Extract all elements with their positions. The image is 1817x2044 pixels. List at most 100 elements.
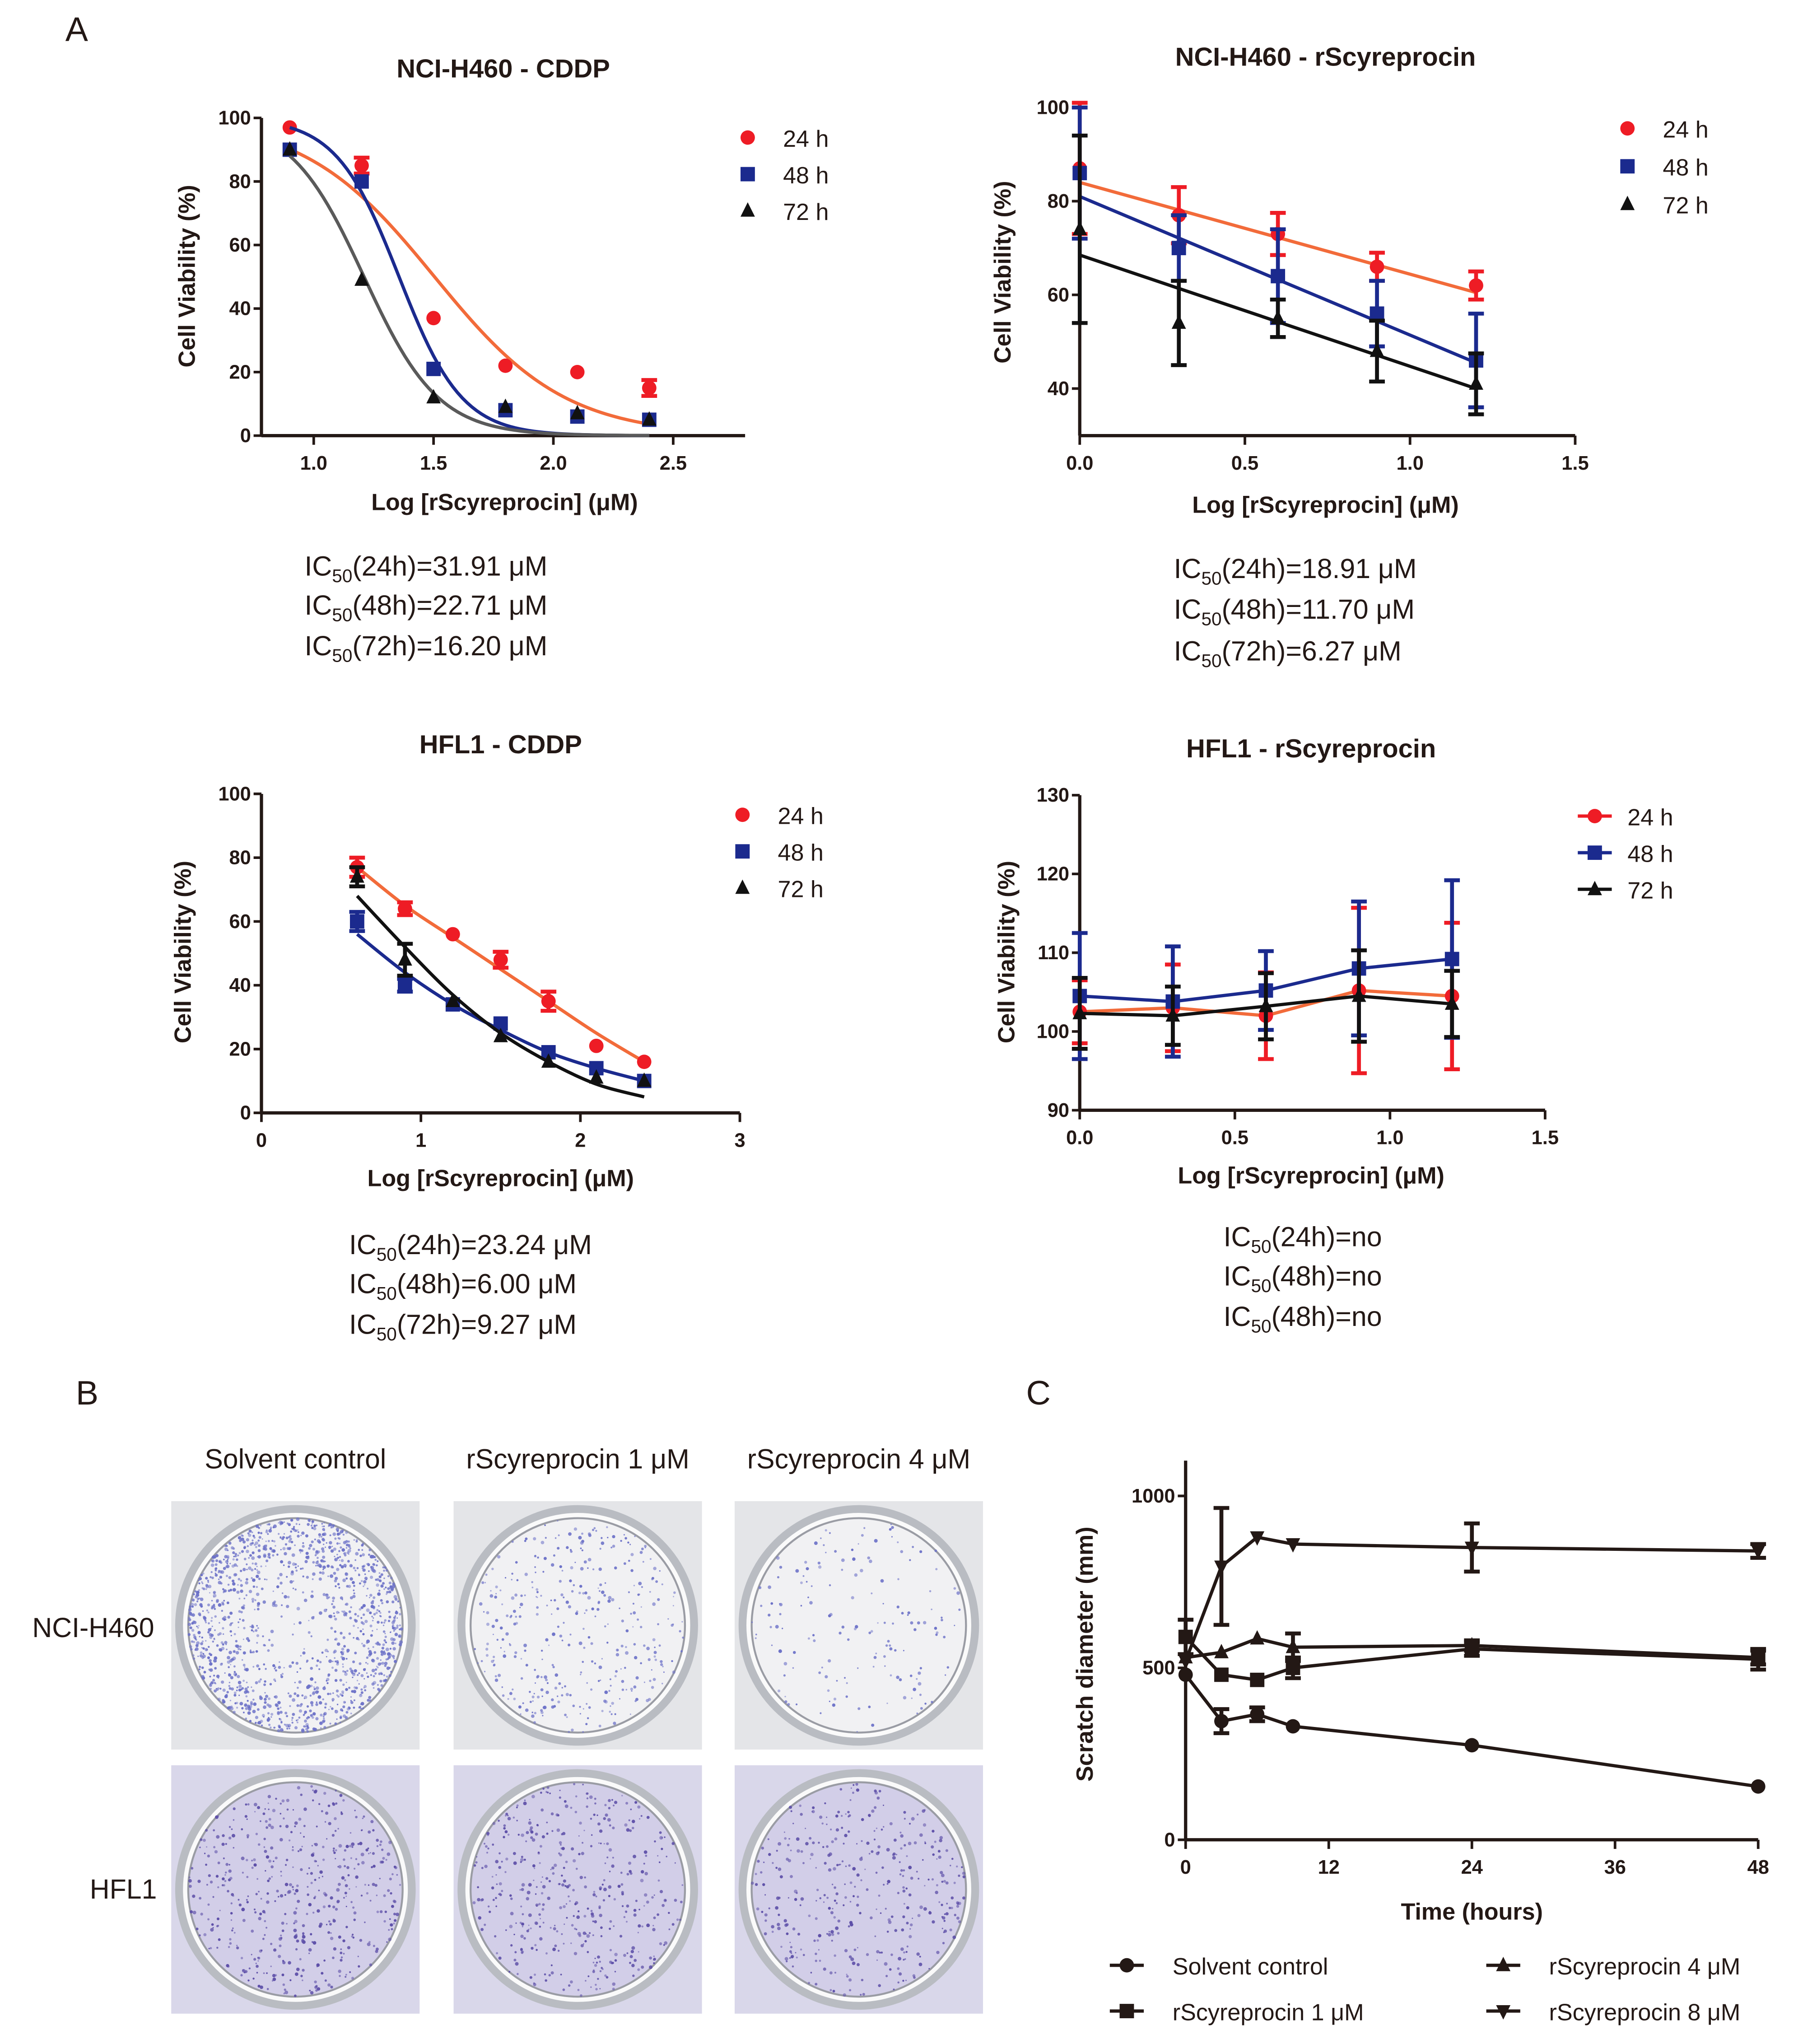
data-point — [1250, 1672, 1265, 1687]
y-tick-label: 0 — [1164, 1829, 1175, 1851]
legend-marker — [1496, 1956, 1511, 1971]
y-tick-label: 40 — [229, 298, 251, 320]
ic50-value: IC50(24h)=23.24 μM — [349, 1229, 592, 1265]
data-point — [637, 1072, 652, 1087]
x-tick-label: 0.0 — [1066, 453, 1093, 474]
data-point — [642, 411, 657, 426]
x-tick-label: 0.0 — [1066, 1127, 1093, 1149]
ic50-value: IC50(48h)=11.70 μM — [1174, 594, 1415, 629]
y-axis-label: Scratch diameter (mm) — [1072, 1526, 1098, 1782]
y-tick-label: 130 — [1037, 784, 1069, 806]
data-point — [589, 1038, 604, 1053]
data-point — [1751, 1779, 1766, 1794]
ic50-prefix: IC — [1174, 553, 1202, 584]
x-tick-label: 48 — [1747, 1857, 1769, 1878]
data-point — [1258, 998, 1273, 1013]
x-tick-label: 1.5 — [1561, 453, 1589, 474]
legend-marker — [735, 879, 750, 894]
ic50-prefix: IC — [1224, 1260, 1251, 1291]
x-tick-label: 3 — [734, 1129, 745, 1151]
data-point — [1271, 309, 1286, 324]
chart-title: NCI-H460 - rScyreprocin — [1175, 42, 1476, 71]
chart-0: NCI-H460 - CDDP 0 20 40 60 80 100 1.0 1.5 2.0 2.5 L… — [174, 54, 829, 666]
legend-item: rScyreprocin 8 μM — [1486, 1999, 1740, 2025]
chart-title: HFL1 - CDDP — [419, 730, 582, 759]
fit-line — [289, 148, 650, 426]
x-tick-label: 1 — [415, 1129, 426, 1151]
data-point — [570, 364, 585, 379]
data-point — [349, 914, 364, 929]
data-point — [1214, 1560, 1229, 1575]
ic50-text: (24h)=no — [1272, 1221, 1382, 1252]
legend-marker — [735, 807, 750, 822]
chart-title: HFL1 - rScyreprocin — [1186, 734, 1436, 763]
data-point — [1214, 1667, 1229, 1682]
legend-item: 48 h — [740, 163, 829, 189]
ic50-prefix: IC — [305, 630, 332, 661]
y-tick-label: 110 — [1038, 942, 1069, 964]
data-point — [1250, 1630, 1265, 1645]
data-point — [1178, 1655, 1193, 1670]
data-point — [1214, 1644, 1229, 1658]
data-point — [1444, 995, 1459, 1010]
y-tick-label: 80 — [229, 171, 251, 192]
legend-item: 24 h — [735, 803, 824, 829]
panel-label-b: B — [76, 1374, 98, 1412]
data-point — [1444, 952, 1459, 966]
ic50-text: (48h)=no — [1272, 1260, 1382, 1291]
data-point — [1370, 259, 1384, 274]
data-point — [1751, 1545, 1766, 1560]
legend-label: rScyreprocin 1 μM — [1173, 1999, 1364, 2025]
ic50-prefix: IC — [305, 590, 332, 621]
x-tick-label: 1.0 — [1397, 453, 1424, 474]
fit-line — [289, 154, 649, 437]
series-rScyreprocin-4-μM — [1178, 1630, 1766, 1666]
x-tick-label: 1.0 — [300, 453, 327, 474]
colony-column-1uM: rScyreprocin 1 μM — [466, 1444, 689, 1475]
data-point — [282, 120, 297, 135]
data-point — [1171, 241, 1186, 256]
legend-label: rScyreprocin 4 μM — [1549, 1954, 1741, 1980]
y-tick-label: 1000 — [1132, 1485, 1175, 1507]
colony-row-hfl1: HFL1 — [90, 1874, 157, 1904]
data-point — [1286, 1538, 1300, 1553]
ic50-prefix: IC — [349, 1229, 377, 1260]
ic50-prefix: IC — [305, 551, 332, 581]
series-Solvent-control — [1178, 1667, 1766, 1794]
data-point — [541, 1053, 556, 1068]
legend-item: 24 h — [1578, 804, 1673, 831]
ic50-prefix: IC — [349, 1269, 377, 1299]
panel-label-c: C — [1026, 1374, 1051, 1412]
x-tick-label: 2.0 — [540, 453, 567, 474]
legend-item: 24 h — [1620, 117, 1709, 143]
data-point — [1464, 1738, 1479, 1753]
legend-marker — [1587, 809, 1602, 823]
fit-line — [289, 126, 649, 437]
legend-item: 72 h — [740, 199, 829, 225]
chart-3: HFL1 - rScyreprocin 90 100 110 120 130 0.0 0.5 1… — [993, 734, 1673, 1337]
series-72-h — [1072, 133, 1484, 416]
legend-item: 48 h — [1620, 155, 1709, 181]
series-72-h — [282, 141, 657, 437]
legend-marker — [740, 167, 755, 182]
data-point — [354, 174, 369, 189]
x-axis-label: Log [rScyreprocin] (μM) — [371, 490, 638, 516]
y-tick-label: 0 — [240, 1102, 251, 1124]
chart-2: HFL1 - CDDP 0 20 40 60 80 100 0 1 2 3 Log [rScyrepr… — [170, 730, 824, 1344]
data-point — [498, 398, 513, 413]
x-axis-label: Log [rScyreprocin] (μM) — [1178, 1163, 1444, 1189]
legend-marker — [740, 130, 755, 145]
data-point — [1178, 1629, 1193, 1644]
legend-label: 72 h — [1663, 192, 1708, 219]
ic50-subscript: 50 — [1251, 1316, 1271, 1337]
data-point — [1286, 1638, 1300, 1653]
y-tick-label: 500 — [1142, 1657, 1175, 1679]
legend-label: 24 h — [783, 126, 829, 152]
y-axis-label: Cell Viability (%) — [990, 181, 1016, 364]
y-tick-label: 80 — [1048, 191, 1069, 212]
y-axis-label: Cell Viability (%) — [170, 861, 196, 1043]
legend-marker — [1620, 121, 1635, 136]
y-tick-label: 20 — [229, 1038, 251, 1060]
legend-item: 48 h — [1578, 841, 1673, 867]
